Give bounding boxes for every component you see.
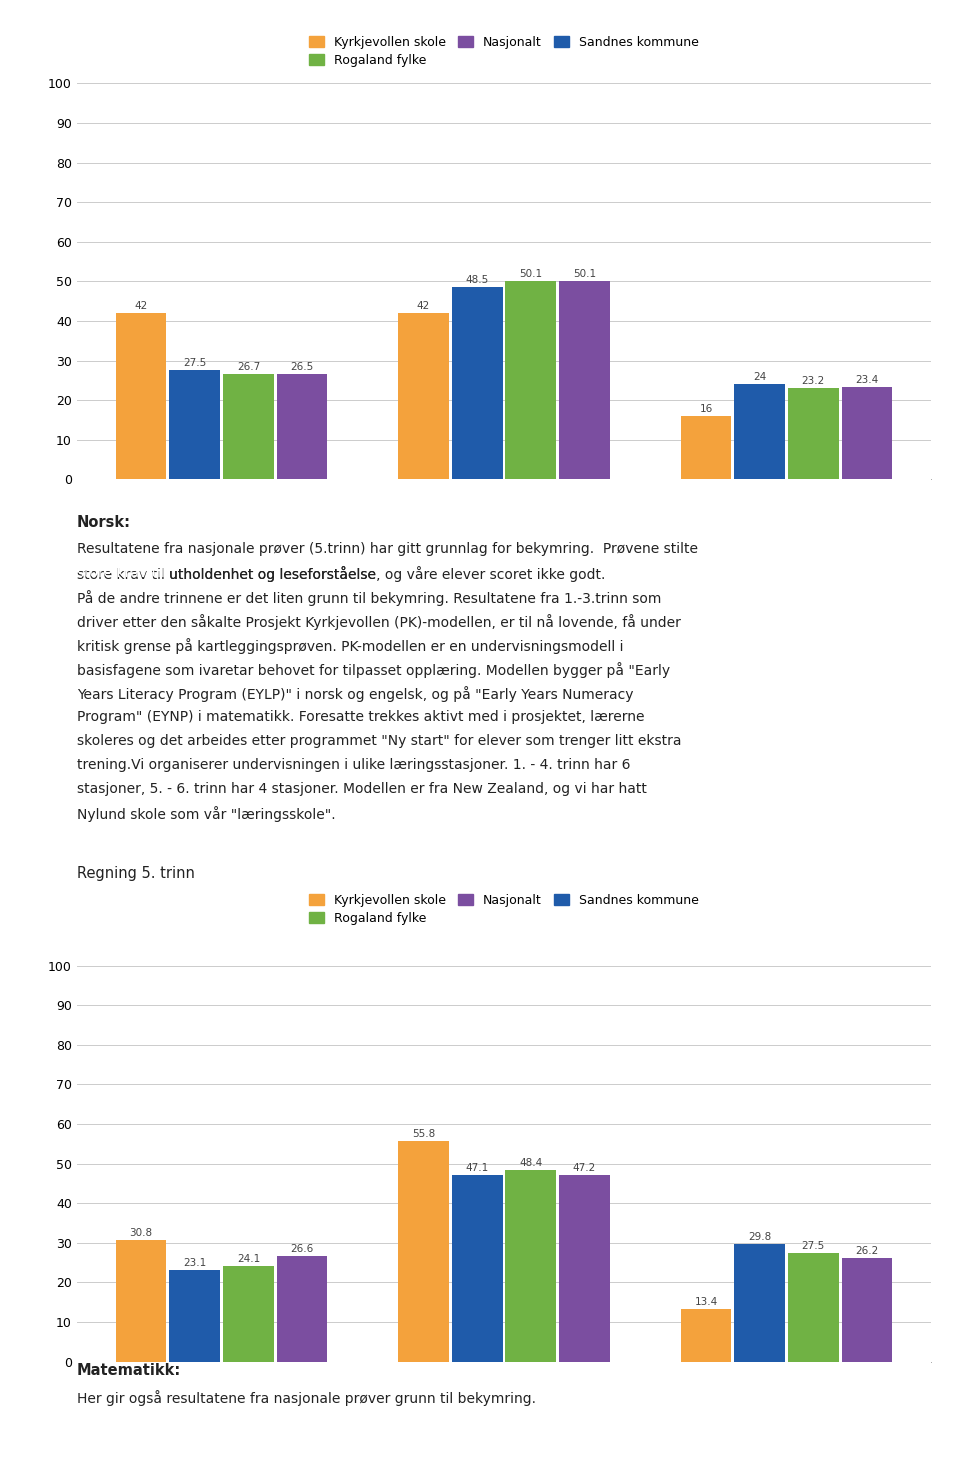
Text: 30.8: 30.8	[130, 1227, 153, 1238]
Bar	[398, 313, 449, 480]
Text: Program" (EYNP) i matematikk. Foresatte trekkes aktivt med i prosjektet, lærerne: Program" (EYNP) i matematikk. Foresatte …	[77, 710, 644, 724]
Bar	[842, 386, 893, 480]
Text: På de andre trinnene er det liten grunn til bekymring. Resultatene fra 1.-3.trin: På de andre trinnene er det liten grunn …	[77, 590, 661, 606]
Bar	[681, 415, 732, 480]
Text: 42: 42	[134, 301, 148, 312]
X-axis label: Kyrkjevollen skole, Grunnskole, Nasjonale prøver regning: Kyrkjevollen skole, Grunnskole, Nasjonal…	[345, 1391, 663, 1402]
Bar	[398, 1141, 449, 1362]
Text: Years Literacy Program (EYLP)" i norsk og engelsk, og på "Early Years Numeracy: Years Literacy Program (EYLP)" i norsk o…	[77, 686, 634, 702]
Text: utholdenhet og leseforståelse: utholdenhet og leseforståelse	[169, 566, 376, 582]
Bar	[788, 1252, 839, 1362]
Text: 24.1: 24.1	[237, 1254, 260, 1264]
Bar	[681, 1308, 732, 1362]
Text: Nylund skole som vår "læringsskole".: Nylund skole som vår "læringsskole".	[77, 806, 335, 822]
Bar	[559, 1175, 610, 1362]
Text: stasjoner, 5. - 6. trinn har 4 stasjoner. Modellen er fra New Zealand, og vi har: stasjoner, 5. - 6. trinn har 4 stasjoner…	[77, 781, 647, 796]
Bar	[169, 1270, 220, 1362]
Text: 26.7: 26.7	[237, 361, 260, 372]
Bar	[842, 1258, 893, 1362]
Bar	[505, 1170, 556, 1362]
Text: 50.1: 50.1	[573, 269, 596, 279]
Legend: Kyrkjevollen skole, Rogaland fylke, Nasjonalt, Sandnes kommune: Kyrkjevollen skole, Rogaland fylke, Nasj…	[309, 894, 699, 925]
Bar	[276, 1257, 327, 1362]
Bar	[223, 373, 274, 480]
Text: Resultatene fra nasjonale prøver (5.trinn) har gitt grunnlag for bekymring.  Prø: Resultatene fra nasjonale prøver (5.trin…	[77, 543, 698, 556]
Text: store krav til: store krav til	[77, 566, 169, 581]
Text: 26.6: 26.6	[291, 1245, 314, 1254]
Text: 48.4: 48.4	[519, 1159, 542, 1167]
Text: 29.8: 29.8	[748, 1232, 771, 1242]
X-axis label: Kyrkjevollen skole, Grunnskole, Nasjonale prøver lesing: Kyrkjevollen skole, Grunnskole, Nasjonal…	[349, 509, 659, 519]
Text: 27.5: 27.5	[802, 1241, 825, 1251]
Text: Matematikk:: Matematikk:	[77, 1364, 181, 1378]
Text: 48.5: 48.5	[466, 275, 489, 285]
Text: trening.Vi organiserer undervisningen i ulike læringsstasjoner. 1. - 4. trinn ha: trening.Vi organiserer undervisningen i …	[77, 758, 631, 772]
Text: skoleres og det arbeides etter programmet "Ny start" for elever som trenger litt: skoleres og det arbeides etter programme…	[77, 734, 682, 748]
Bar	[452, 1175, 503, 1362]
Bar	[223, 1267, 274, 1362]
Bar	[276, 375, 327, 480]
Legend: Kyrkjevollen skole, Rogaland fylke, Nasjonalt, Sandnes kommune: Kyrkjevollen skole, Rogaland fylke, Nasj…	[309, 35, 699, 66]
Text: basisfagene som ivaretar behovet for tilpasset opplæring. Modellen bygger på "Ea: basisfagene som ivaretar behovet for til…	[77, 661, 670, 677]
Text: kritisk grense på kartleggingsprøven. PK-modellen er en undervisningsmodell i: kritisk grense på kartleggingsprøven. PK…	[77, 638, 623, 654]
Text: 26.2: 26.2	[855, 1246, 878, 1255]
Bar	[115, 1239, 166, 1362]
Text: 50.1: 50.1	[519, 269, 542, 279]
Text: 55.8: 55.8	[412, 1128, 435, 1138]
Bar	[734, 1244, 785, 1362]
Text: 24: 24	[753, 373, 766, 382]
Bar	[115, 313, 166, 480]
Bar	[169, 370, 220, 480]
Bar	[788, 388, 839, 480]
Text: 47.2: 47.2	[573, 1163, 596, 1173]
Text: Norsk:: Norsk:	[77, 515, 131, 531]
Text: store krav til utholdenhet og leseforståelse, og våre elever scoret ikke godt.: store krav til utholdenhet og leseforstå…	[77, 566, 605, 582]
Text: 13.4: 13.4	[694, 1296, 717, 1306]
Bar	[559, 281, 610, 480]
Text: 27.5: 27.5	[183, 358, 206, 369]
Text: Her gir også resultatene fra nasjonale prøver grunn til bekymring.: Her gir også resultatene fra nasjonale p…	[77, 1390, 536, 1406]
Text: 23.1: 23.1	[183, 1258, 206, 1268]
Bar	[505, 281, 556, 480]
Text: 23.2: 23.2	[802, 376, 825, 386]
Text: Regning 5. trinn: Regning 5. trinn	[77, 866, 195, 881]
Bar	[452, 287, 503, 480]
Bar	[734, 385, 785, 480]
Text: 26.5: 26.5	[291, 363, 314, 373]
Text: 23.4: 23.4	[855, 375, 878, 385]
Text: 47.1: 47.1	[466, 1163, 489, 1173]
Text: driver etter den såkalte Prosjekt Kyrkjevollen (PK)-modellen, er til nå lovende,: driver etter den såkalte Prosjekt Kyrkje…	[77, 614, 681, 631]
Text: 16: 16	[699, 404, 712, 414]
Text: 42: 42	[417, 301, 430, 312]
